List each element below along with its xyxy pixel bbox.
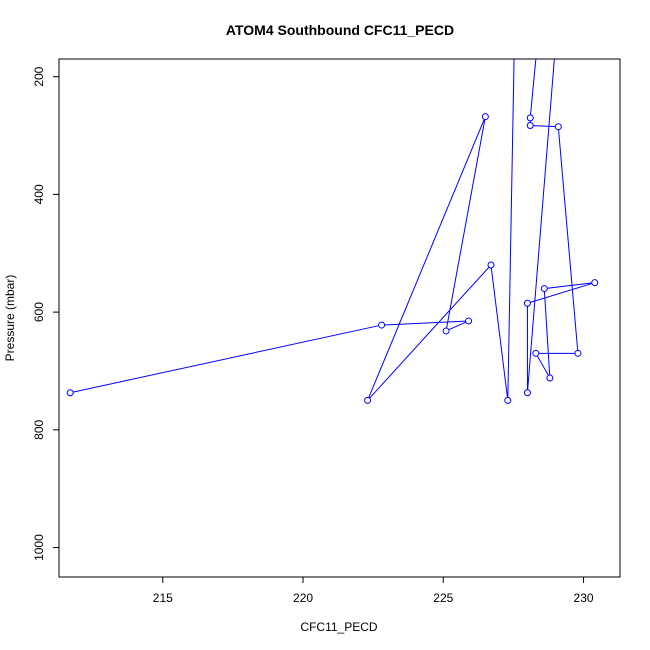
- x-axis: 215 220 225 230: [153, 577, 594, 605]
- data-point: [574, 349, 582, 357]
- data-point: [465, 317, 473, 325]
- y-tick-label: 400: [32, 184, 46, 204]
- y-tick-label: 600: [32, 302, 46, 322]
- data-point: [554, 123, 562, 131]
- data-point: [66, 389, 74, 397]
- data-point: [442, 327, 450, 335]
- data-point: [364, 396, 372, 404]
- data-point: [526, 114, 534, 122]
- y-axis: 200 400 600 800 1000: [32, 66, 59, 561]
- data-point: [523, 299, 531, 307]
- x-tick-label: 215: [153, 591, 173, 605]
- data-point: [378, 321, 386, 329]
- y-tick-label: 1000: [32, 534, 46, 561]
- x-tick-label: 230: [574, 591, 594, 605]
- plot-frame: [58, 58, 621, 578]
- series-line: [70, 59, 595, 401]
- data-point: [523, 389, 531, 397]
- data-point: [504, 396, 512, 404]
- data-point: [536, 27, 542, 33]
- x-tick-label: 225: [433, 591, 453, 605]
- data-point: [532, 349, 540, 357]
- y-tick-label: 800: [32, 420, 46, 440]
- data-point: [540, 285, 548, 293]
- y-tick-label: 200: [32, 66, 46, 86]
- data-point: [526, 122, 534, 130]
- chart-title: ATOM4 Southbound CFC11_PECD: [226, 22, 454, 38]
- data-point: [546, 374, 554, 382]
- x-tick-label: 220: [293, 591, 313, 605]
- y-axis-label: Pressure (mbar): [3, 275, 17, 362]
- data-point: [591, 279, 599, 287]
- plot-area: [66, 27, 599, 404]
- x-axis-label: CFC11_PECD: [300, 620, 377, 634]
- data-point: [487, 261, 495, 269]
- data-point: [481, 113, 489, 121]
